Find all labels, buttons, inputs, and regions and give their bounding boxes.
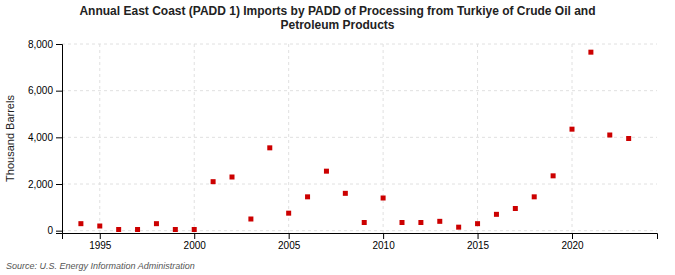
x-axis-tick-label: 2015 bbox=[467, 240, 490, 251]
point bbox=[626, 136, 631, 141]
grid bbox=[62, 44, 657, 233]
point bbox=[324, 169, 329, 174]
grid-line-y bbox=[62, 44, 657, 45]
chart: Annual East Coast (PADD 1) Imports by PA… bbox=[0, 0, 675, 275]
grid-line-y bbox=[62, 184, 657, 185]
y-axis-tick-label: 6,000 bbox=[28, 85, 53, 96]
grid-line-x bbox=[194, 44, 195, 233]
point bbox=[607, 133, 612, 138]
y-axis-tick-label: 2,000 bbox=[28, 179, 53, 190]
x-axis-tick: 2005 bbox=[278, 233, 301, 251]
x-axis-tick-mark bbox=[478, 233, 479, 239]
y-axis-tick-label: 8,000 bbox=[28, 39, 53, 50]
point bbox=[97, 224, 102, 229]
grid-line-x bbox=[572, 44, 573, 233]
grid-line-y bbox=[62, 137, 657, 138]
point bbox=[418, 220, 423, 225]
point bbox=[116, 227, 121, 232]
point bbox=[588, 50, 593, 55]
point bbox=[78, 221, 83, 226]
x-axis-tick: 2020 bbox=[561, 233, 584, 251]
x-axis-tick: 2015 bbox=[467, 233, 490, 251]
point bbox=[551, 173, 556, 178]
points bbox=[78, 50, 631, 232]
title-line: Annual East Coast (PADD 1) Imports by PA… bbox=[79, 4, 595, 18]
point bbox=[230, 175, 235, 180]
x-axis-tick-label: 2000 bbox=[184, 240, 207, 251]
x-axis-tick: 2000 bbox=[184, 233, 207, 251]
y-axis-tick-mark bbox=[56, 91, 62, 92]
x-axis-tick-label: 1995 bbox=[89, 240, 112, 251]
y-axis-tick: 4,000 bbox=[28, 132, 62, 143]
title-line: Petroleum Products bbox=[280, 18, 394, 32]
x-axis-tick-mark bbox=[100, 233, 101, 239]
x-axis-tick-label: 2020 bbox=[561, 240, 584, 251]
point bbox=[173, 227, 178, 232]
point bbox=[267, 145, 272, 150]
source-note: Source: U.S. Energy Information Administ… bbox=[6, 261, 195, 271]
x-axis-tick-label: 2010 bbox=[372, 240, 395, 251]
point bbox=[343, 191, 348, 196]
grid-line-x bbox=[383, 44, 384, 233]
x-axis-domain bbox=[63, 234, 658, 240]
point bbox=[494, 212, 499, 217]
y-axis-tick-mark bbox=[56, 44, 62, 45]
point bbox=[400, 220, 405, 225]
x-axis-tick-mark bbox=[572, 233, 573, 239]
y-axis-tick: 6,000 bbox=[28, 85, 62, 96]
point bbox=[456, 225, 461, 230]
point bbox=[513, 206, 518, 211]
point bbox=[475, 221, 480, 226]
point bbox=[532, 194, 537, 199]
point bbox=[211, 179, 216, 184]
x-axis-tick: 1995 bbox=[89, 233, 112, 251]
point bbox=[437, 219, 442, 224]
point bbox=[305, 194, 310, 199]
y-axis-tick: 0 bbox=[47, 225, 62, 236]
y-axis-tick: 2,000 bbox=[28, 179, 62, 190]
x-axis-tick-mark bbox=[383, 233, 384, 239]
grid-line-x bbox=[288, 44, 289, 233]
x-axis-tick-mark bbox=[289, 233, 290, 239]
grid-line-y bbox=[62, 90, 657, 91]
point bbox=[570, 127, 575, 132]
y-axis: 0 2,000 4,000 6,000 8,000 bbox=[28, 39, 63, 237]
y-axis-domain bbox=[56, 45, 63, 234]
grid-line-y bbox=[62, 230, 657, 231]
y-axis-tick-mark bbox=[56, 231, 62, 232]
x-axis-tick-mark bbox=[194, 233, 195, 239]
y-axis-tick-label: 4,000 bbox=[28, 132, 53, 143]
y-axis-tick: 8,000 bbox=[28, 39, 62, 50]
point bbox=[248, 217, 253, 222]
x-axis-tick: 2010 bbox=[372, 233, 395, 251]
y-axis-tick-mark bbox=[56, 137, 62, 138]
point bbox=[135, 227, 140, 232]
y-axis-tick-mark bbox=[56, 184, 62, 185]
point bbox=[154, 221, 159, 226]
y-axis-tick-label: 0 bbox=[47, 225, 53, 236]
point bbox=[286, 211, 291, 216]
x-axis-tick-label: 2005 bbox=[278, 240, 301, 251]
point bbox=[381, 196, 386, 201]
title: Annual East Coast (PADD 1) Imports by PA… bbox=[79, 4, 595, 32]
point bbox=[362, 220, 367, 225]
point bbox=[192, 227, 197, 232]
plot: 1995 2000 2005 2010 2015 2020 0 2,000 4,000 6,000… bbox=[28, 39, 658, 251]
grid-line-x bbox=[477, 44, 478, 233]
y-axis-title: Thousand Barrels bbox=[4, 95, 16, 182]
grid-line-x bbox=[99, 44, 100, 233]
x-axis: 1995 2000 2005 2010 2015 2020 bbox=[63, 233, 658, 251]
